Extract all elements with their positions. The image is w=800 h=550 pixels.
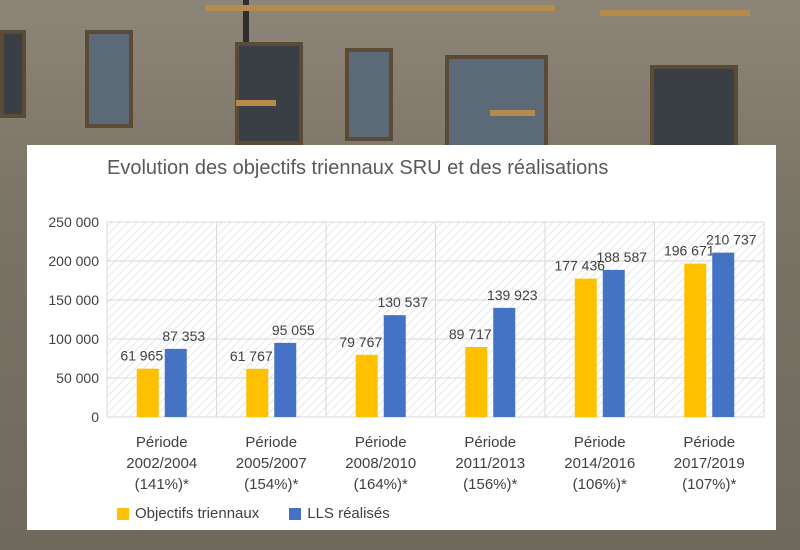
x-tick-label: 2014/2016 [564, 455, 635, 472]
background-window [235, 42, 303, 145]
bar-realises [274, 342, 297, 417]
bar-objectifs [355, 354, 378, 417]
x-tick-label: (154%)* [244, 476, 298, 493]
x-tick-label: Période [245, 434, 297, 451]
data-label: 95 055 [272, 322, 315, 338]
bar-objectifs [136, 368, 159, 417]
bar-realises [383, 315, 406, 417]
bar-objectifs [574, 278, 597, 417]
data-label: 61 767 [230, 348, 273, 364]
legend-label-objectifs: Objectifs triennaux [135, 505, 260, 522]
y-tick-label: 100 000 [48, 331, 99, 347]
y-tick-label: 0 [91, 409, 99, 425]
background-window [445, 55, 548, 153]
legend-label-realises: LLS réalisés [307, 505, 390, 522]
data-label: 196 671 [664, 243, 715, 259]
data-label: 130 537 [377, 294, 428, 310]
chart-title: Evolution des objectifs triennaux SRU et… [107, 157, 609, 179]
bar-objectifs [246, 368, 269, 417]
x-tick-label: Période [683, 434, 735, 451]
bar-realises [164, 348, 187, 417]
background-window [345, 48, 393, 141]
legend-item-objectifs: Objectifs triennaux [117, 505, 259, 522]
background-window [85, 30, 133, 128]
data-label: 177 436 [554, 258, 605, 274]
data-label: 188 587 [596, 249, 647, 265]
x-tick-label: Période [355, 434, 407, 451]
legend-item-realises: LLS réalisés [289, 505, 390, 522]
bar-realises [493, 307, 516, 417]
background-beam [236, 100, 276, 106]
x-tick-label: Période [464, 434, 516, 451]
y-tick-label: 50 000 [56, 370, 99, 386]
x-tick-label: (156%)* [463, 476, 517, 493]
x-tick-label: 2005/2007 [236, 455, 307, 472]
x-tick-label: (164%)* [354, 476, 408, 493]
y-tick-label: 200 000 [48, 253, 99, 269]
data-label: 89 717 [449, 326, 492, 342]
bar-objectifs [465, 347, 488, 417]
x-tick-label: Période [574, 434, 626, 451]
data-label: 79 767 [339, 334, 382, 350]
x-tick-label: (106%)* [573, 476, 627, 493]
data-label: 210 737 [706, 232, 757, 248]
x-tick-label: (141%)* [135, 476, 189, 493]
data-label: 61 965 [120, 348, 163, 364]
background-window [0, 30, 26, 118]
y-tick-label: 250 000 [48, 214, 99, 230]
background-beam [600, 10, 750, 16]
x-tick-label: 2002/2004 [126, 455, 197, 472]
x-tick-label: Période [136, 434, 188, 451]
bar-chart: 0 50 000 100 000 150 000 200 000 250 000 61 96… [48, 214, 765, 493]
chart-card: Evolution des objectifs triennaux SRU et… [27, 145, 776, 530]
data-label: 87 353 [162, 328, 205, 344]
bar-realises [712, 252, 735, 417]
legend-swatch-objectifs [117, 507, 129, 520]
background-beam [490, 110, 535, 116]
data-label: 139 923 [487, 287, 538, 303]
bar-objectifs [684, 263, 707, 417]
legend: Objectifs triennaux LLS réalisés [117, 505, 390, 522]
bar-realises [602, 269, 625, 417]
y-tick-label: 150 000 [48, 292, 99, 308]
x-tick-label: 2017/2019 [674, 455, 745, 472]
x-tick-label: (107%)* [682, 476, 736, 493]
legend-swatch-realises [289, 507, 302, 520]
background-window [650, 65, 738, 153]
x-tick-label: 2011/2013 [455, 455, 525, 472]
background-beam [205, 5, 555, 11]
x-tick-label: 2008/2010 [345, 455, 416, 472]
